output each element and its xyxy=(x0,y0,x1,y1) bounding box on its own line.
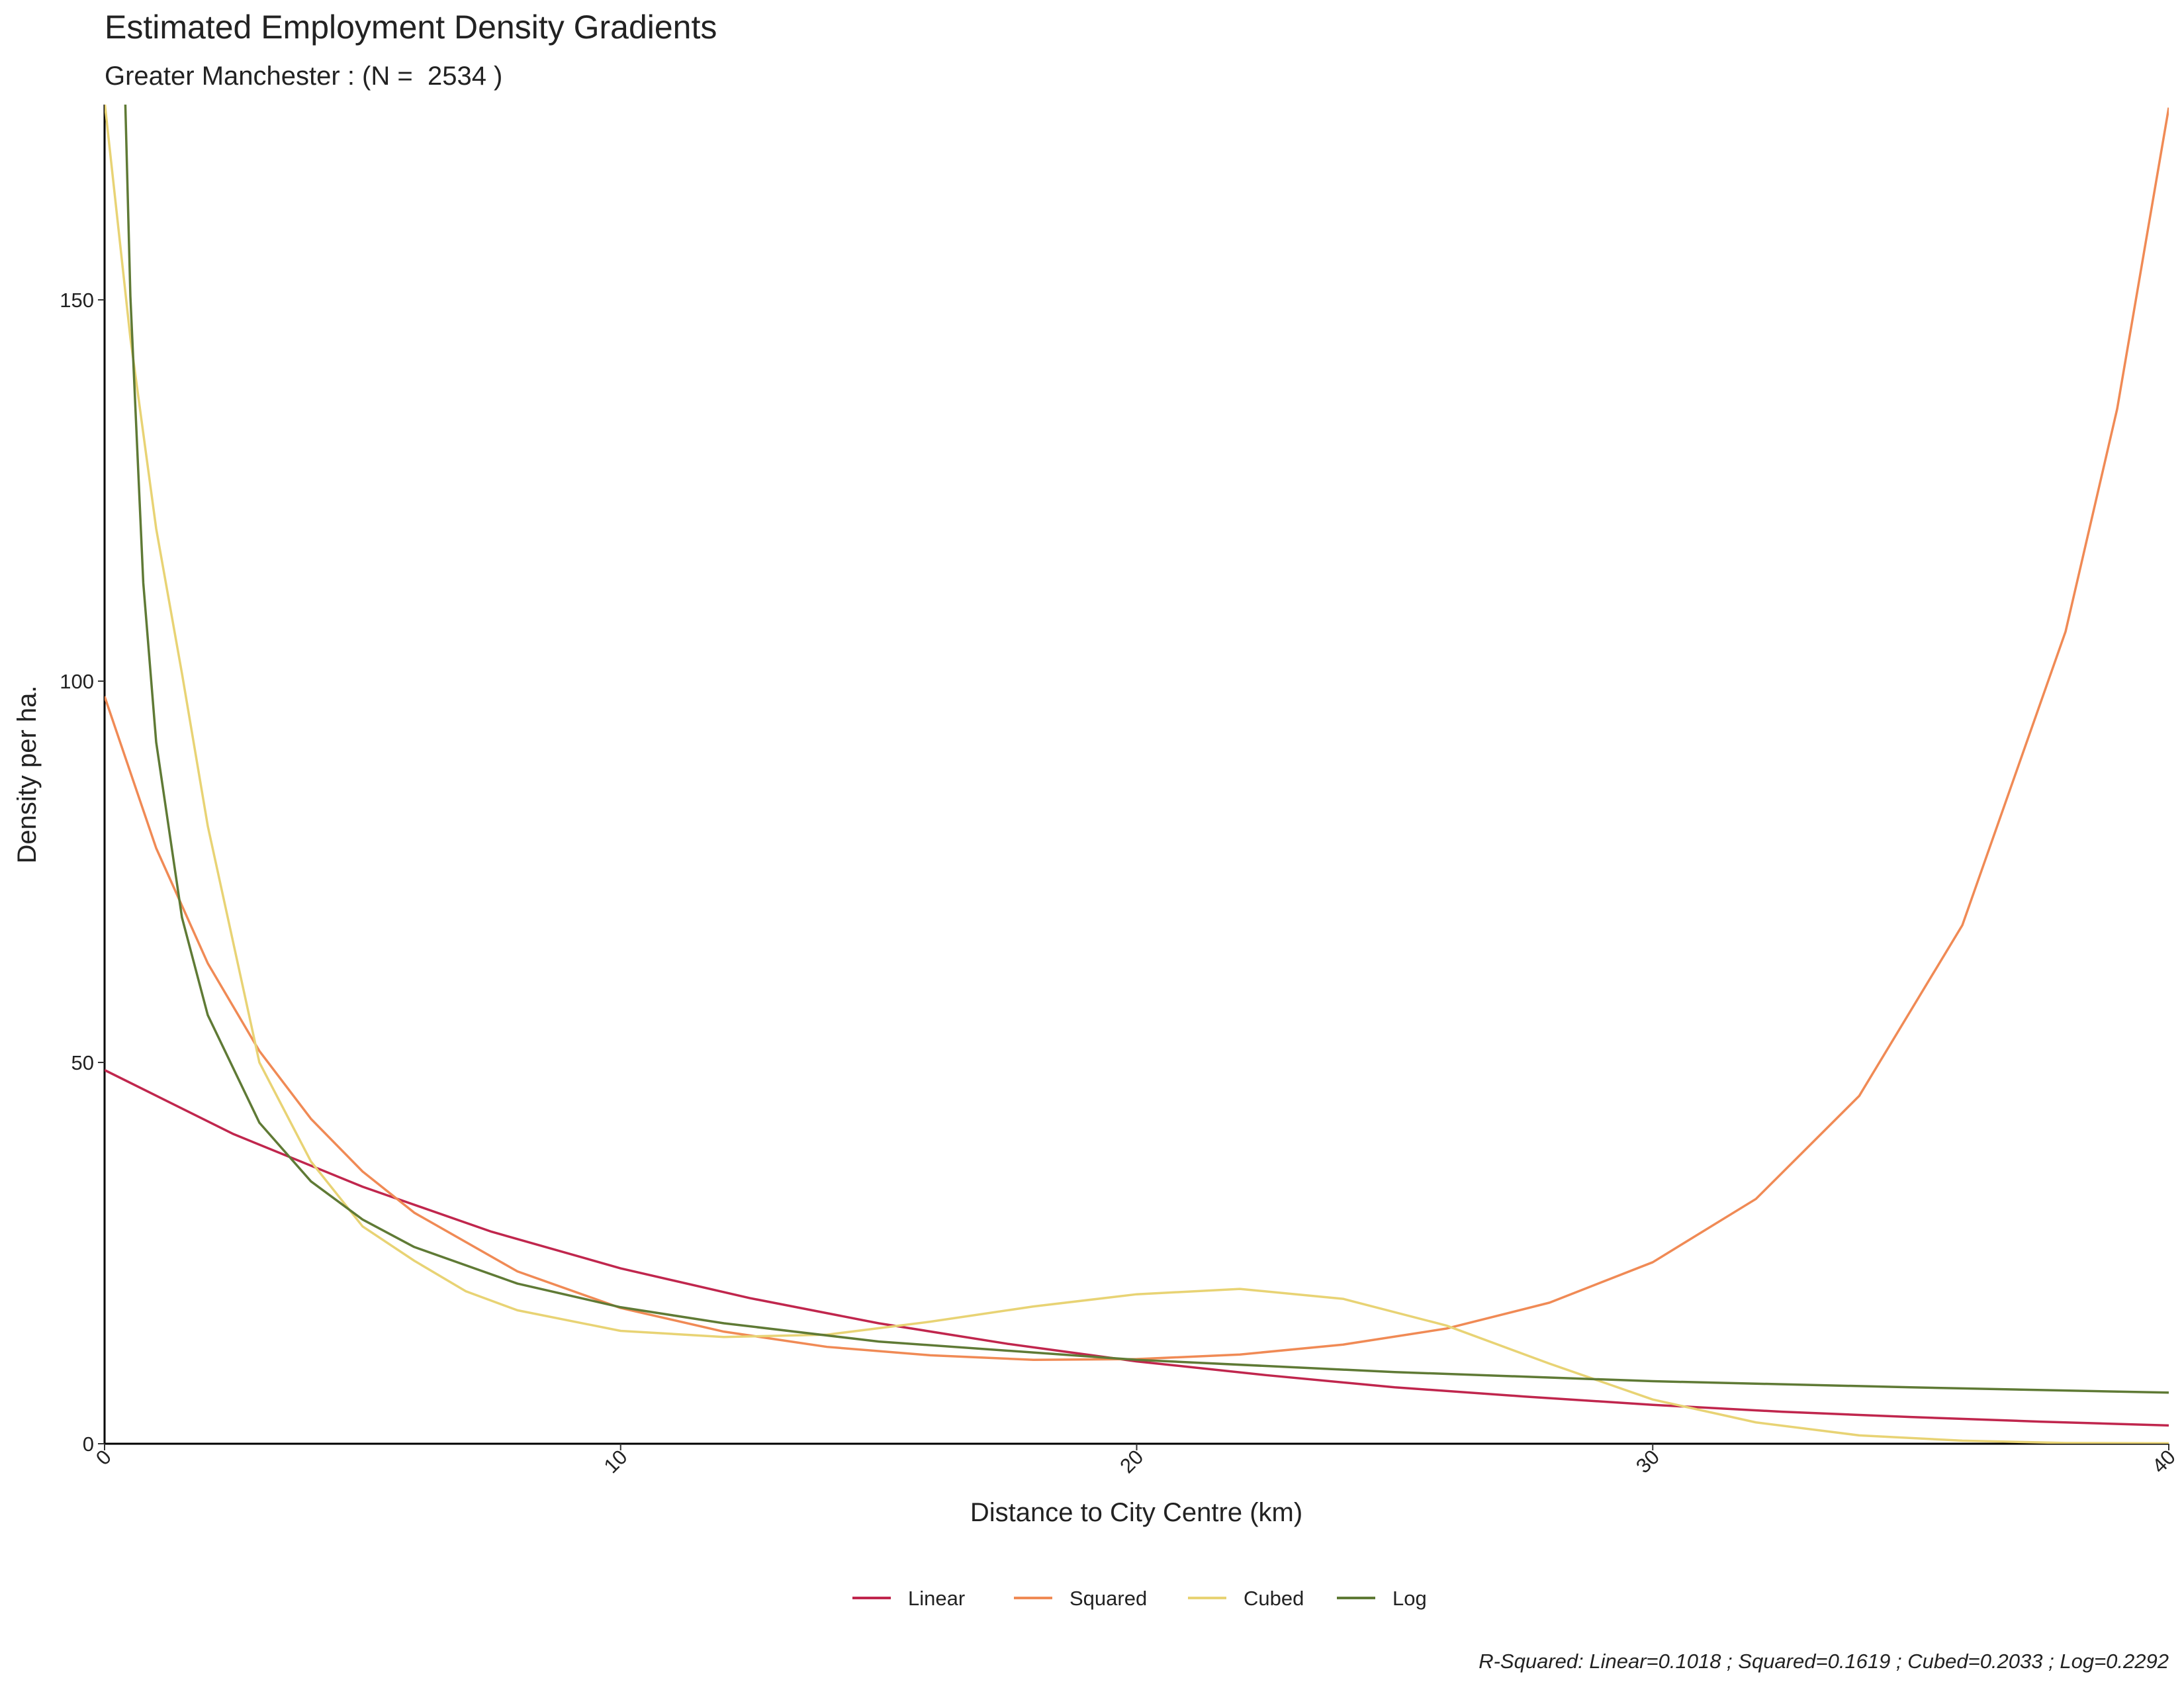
x-tick-label: 10 xyxy=(600,1445,632,1477)
x-tick-label: 30 xyxy=(1631,1445,1664,1477)
caption: R-Squared: Linear=0.1018 ; Squared=0.161… xyxy=(1479,1650,2169,1673)
y-axis-title: Density per ha. xyxy=(13,685,42,863)
y-tick-label: 50 xyxy=(71,1051,94,1074)
legend-label: Linear xyxy=(908,1587,965,1610)
line-series xyxy=(124,105,2169,1394)
legend-label: Squared xyxy=(1069,1587,1147,1610)
chart-subtitle: Greater Manchester : (N = 2534 ) xyxy=(105,62,502,91)
chart-title: Estimated Employment Density Gradients xyxy=(105,9,717,46)
y-tick-label: 150 xyxy=(60,289,94,312)
x-axis-title: Distance to City Centre (km) xyxy=(970,1498,1302,1527)
plot-area xyxy=(105,105,2169,1444)
line-series xyxy=(105,1068,2169,1427)
x-tick-label: 20 xyxy=(1115,1445,1148,1477)
legend-label: Log xyxy=(1392,1587,1427,1610)
line-series xyxy=(105,105,2169,1444)
x-tick-label: 0 xyxy=(91,1445,116,1470)
y-tick-label: 100 xyxy=(60,670,94,693)
line-series xyxy=(105,107,2169,1362)
y-tick-label: 0 xyxy=(83,1432,94,1456)
legend-label: Cubed xyxy=(1244,1587,1304,1610)
x-tick-label: 40 xyxy=(2148,1445,2180,1477)
